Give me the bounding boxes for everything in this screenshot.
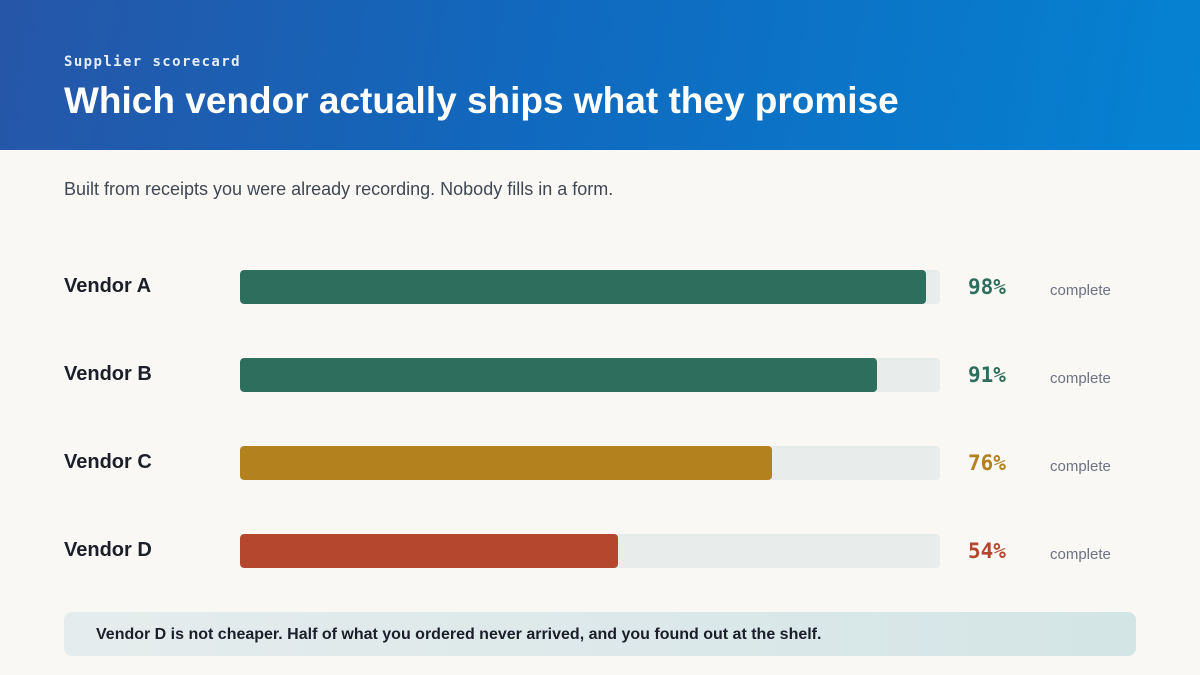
subtitle: Built from receipts you were already rec… [64, 179, 614, 199]
bar [240, 270, 926, 304]
page-title: Which vendor actually ships what they pr… [64, 80, 899, 121]
bar-unit-label: complete [1050, 370, 1111, 387]
bar-label: Vendor C [64, 451, 152, 473]
bar [240, 534, 618, 568]
bar-value-label: 98% [968, 275, 1006, 299]
bar-unit-label: complete [1050, 546, 1111, 563]
bar-unit-label: complete [1050, 458, 1111, 475]
eyebrow-label: Supplier scorecard [64, 54, 241, 70]
header-banner: Supplier scorecard Which vendor actually… [0, 0, 1200, 150]
bar-label: Vendor B [64, 363, 152, 385]
callout-note: Vendor D is not cheaper. Half of what yo… [64, 612, 1136, 656]
bar-label: Vendor D [64, 539, 152, 561]
bar [240, 358, 877, 392]
bar-track [240, 358, 940, 392]
bar-value-label: 91% [968, 363, 1006, 387]
bar-label: Vendor A [64, 275, 152, 297]
bar [240, 446, 772, 480]
bar-track [240, 270, 940, 304]
bar-track [240, 446, 940, 480]
callout-note-text: Vendor D is not cheaper. Half of what yo… [96, 626, 822, 643]
bar-track [240, 534, 940, 568]
bar-unit-label: complete [1050, 282, 1111, 299]
bar-value-label: 54% [968, 539, 1006, 563]
bar-value-label: 76% [968, 451, 1006, 475]
